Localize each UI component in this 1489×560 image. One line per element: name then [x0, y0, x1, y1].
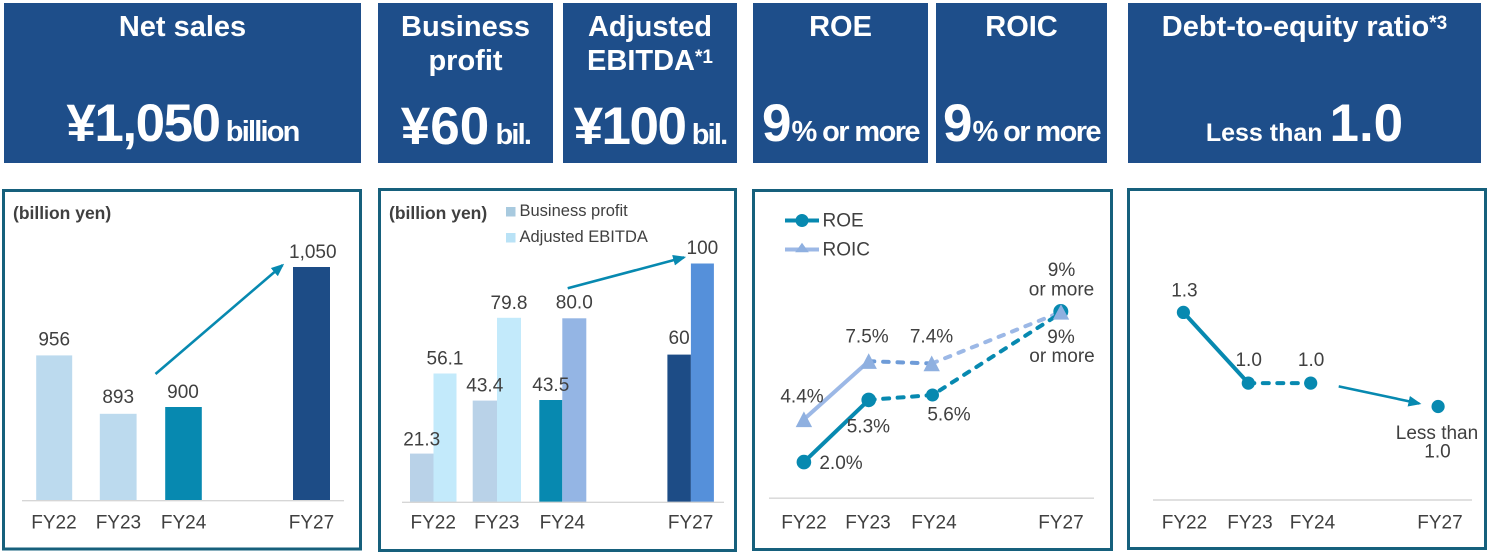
- svg-text:ROE: ROE: [823, 211, 864, 232]
- svg-text:21.3: 21.3: [403, 430, 440, 451]
- svg-text:5.3%: 5.3%: [847, 417, 890, 438]
- svg-text:FY27: FY27: [1038, 513, 1083, 534]
- svg-text:56.1: 56.1: [427, 349, 464, 370]
- svg-text:FY22: FY22: [1162, 513, 1207, 534]
- svg-text:FY24: FY24: [161, 513, 207, 534]
- svg-text:FY24: FY24: [1290, 513, 1336, 534]
- svg-text:FY23: FY23: [845, 513, 890, 534]
- svg-text:FY22: FY22: [410, 513, 455, 534]
- svg-text:FY24: FY24: [540, 513, 586, 534]
- svg-text:ROIC: ROIC: [823, 240, 871, 261]
- svg-text:(billion yen): (billion yen): [389, 203, 487, 223]
- svg-text:79.8: 79.8: [491, 293, 528, 314]
- svg-text:100: 100: [687, 238, 719, 259]
- svg-text:or more: or more: [1029, 346, 1094, 367]
- svg-text:FY27: FY27: [668, 513, 713, 534]
- svg-text:5.6%: 5.6%: [927, 405, 970, 426]
- svg-text:1.0: 1.0: [1424, 441, 1450, 462]
- svg-text:43.5: 43.5: [532, 375, 569, 396]
- svg-text:FY27: FY27: [289, 513, 334, 534]
- svg-text:(billion yen): (billion yen): [13, 203, 111, 223]
- svg-text:80.0: 80.0: [556, 293, 593, 314]
- svg-text:FY23: FY23: [96, 513, 141, 534]
- svg-text:956: 956: [38, 329, 70, 350]
- svg-text:893: 893: [102, 387, 134, 408]
- svg-text:4.4%: 4.4%: [780, 387, 823, 408]
- svg-text:FY24: FY24: [911, 513, 957, 534]
- svg-text:1.0: 1.0: [1298, 350, 1324, 371]
- svg-text:43.4: 43.4: [466, 376, 503, 397]
- svg-text:FY22: FY22: [31, 513, 76, 534]
- svg-text:9%: 9%: [1048, 260, 1076, 281]
- svg-text:FY23: FY23: [1227, 513, 1272, 534]
- svg-text:7.5%: 7.5%: [845, 327, 888, 348]
- svg-text:1,050: 1,050: [289, 242, 337, 263]
- svg-text:9%: 9%: [1047, 327, 1075, 348]
- svg-text:FY27: FY27: [1417, 513, 1462, 534]
- svg-text:60: 60: [669, 328, 690, 349]
- svg-text:Less than: Less than: [1396, 423, 1478, 444]
- svg-text:900: 900: [167, 382, 199, 403]
- svg-text:or more: or more: [1029, 280, 1094, 301]
- svg-text:1.3: 1.3: [1171, 280, 1197, 301]
- svg-text:FY22: FY22: [781, 513, 826, 534]
- svg-text:Adjusted EBITDA: Adjusted EBITDA: [520, 228, 648, 246]
- svg-text:2.0%: 2.0%: [819, 453, 862, 474]
- svg-text:FY23: FY23: [474, 513, 519, 534]
- svg-text:Business profit: Business profit: [520, 202, 629, 220]
- svg-text:7.4%: 7.4%: [910, 327, 953, 348]
- svg-text:1.0: 1.0: [1235, 350, 1261, 371]
